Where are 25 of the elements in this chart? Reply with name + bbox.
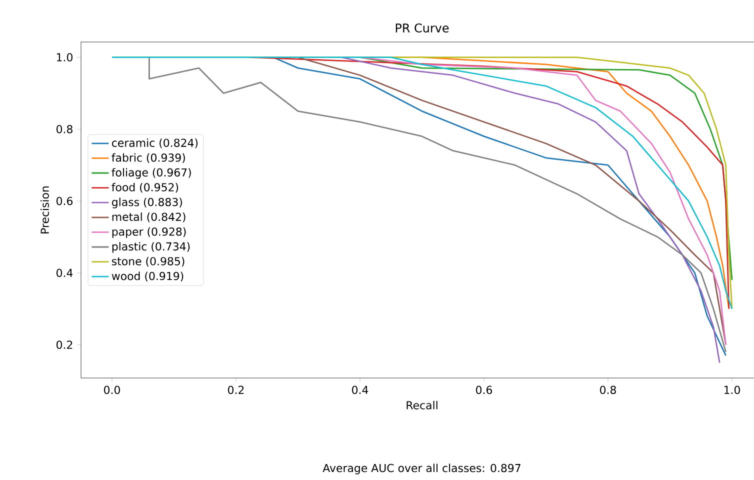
legend-label: plastic (0.734) — [112, 242, 190, 253]
legend-label: stone (0.985) — [112, 256, 184, 267]
chart-title: PR Curve — [396, 23, 449, 33]
y-tick-label: 0.4 — [56, 268, 73, 278]
legend-label: food (0.952) — [112, 182, 178, 193]
legend-label: glass (0.883) — [112, 198, 182, 208]
text: Average AUC over all classes: 0.897 — [322, 464, 520, 474]
x-tick-label: 0.8 — [600, 386, 616, 394]
y-tick-label: 0.8 — [56, 125, 72, 134]
x-tick-label: 0.4 — [352, 386, 368, 394]
legend-label: paper (0.928) — [112, 227, 186, 238]
legend-label: wood (0.919) — [112, 272, 184, 282]
y-tick-label: 0.2 — [56, 340, 72, 349]
legend-label: ceramic (0.824) — [112, 138, 198, 148]
x-tick-label: 0.2 — [228, 386, 244, 394]
x-axis-title: Recall — [406, 400, 438, 410]
y-tick-label: 0.6 — [56, 196, 73, 206]
x-tick-label: 0.6 — [476, 386, 492, 394]
x-tick-label: 0.0 — [104, 386, 120, 394]
legend-label: foliage (0.967) — [112, 168, 191, 179]
y-tick-label: 1.0 — [57, 53, 72, 62]
legend-label: fabric (0.939) — [112, 153, 185, 164]
legend-label: metal (0.842) — [112, 212, 186, 222]
x-tick-label: 1.0 — [724, 386, 740, 394]
y-axis-title: Precision — [40, 186, 49, 234]
